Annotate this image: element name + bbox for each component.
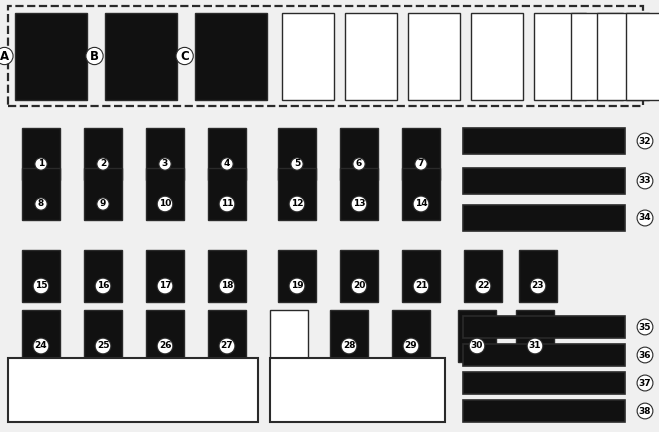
Bar bbox=[22, 310, 60, 362]
Text: 22: 22 bbox=[476, 282, 489, 290]
Text: 14: 14 bbox=[415, 200, 427, 209]
Text: 38: 38 bbox=[639, 407, 651, 416]
Bar bbox=[345, 13, 397, 100]
Text: 12: 12 bbox=[291, 200, 303, 209]
Bar bbox=[278, 168, 316, 220]
Bar bbox=[463, 205, 625, 231]
Bar bbox=[8, 6, 643, 106]
Text: 24: 24 bbox=[35, 342, 47, 350]
Text: B: B bbox=[90, 50, 99, 63]
Bar bbox=[571, 13, 623, 100]
Bar bbox=[278, 250, 316, 302]
Text: 25: 25 bbox=[97, 342, 109, 350]
Text: C: C bbox=[181, 50, 189, 63]
Bar bbox=[84, 128, 122, 180]
Bar bbox=[330, 310, 368, 362]
Bar bbox=[282, 13, 334, 100]
Text: 16: 16 bbox=[97, 282, 109, 290]
Bar bbox=[146, 250, 184, 302]
Bar bbox=[22, 128, 60, 180]
Bar bbox=[8, 358, 258, 422]
Bar bbox=[392, 310, 430, 362]
Text: 26: 26 bbox=[159, 342, 171, 350]
Text: 4: 4 bbox=[224, 159, 230, 168]
Bar bbox=[516, 310, 554, 362]
Bar bbox=[463, 344, 625, 366]
Bar bbox=[458, 310, 496, 362]
Text: 10: 10 bbox=[159, 200, 171, 209]
Text: 36: 36 bbox=[639, 350, 651, 359]
Bar bbox=[208, 250, 246, 302]
Bar bbox=[340, 250, 378, 302]
Text: 28: 28 bbox=[343, 342, 355, 350]
Bar bbox=[464, 250, 502, 302]
Bar bbox=[22, 168, 60, 220]
Bar bbox=[463, 168, 625, 194]
Text: 23: 23 bbox=[532, 282, 544, 290]
Bar bbox=[471, 13, 523, 100]
Bar bbox=[208, 310, 246, 362]
Bar bbox=[146, 310, 184, 362]
Text: 31: 31 bbox=[529, 342, 541, 350]
Bar bbox=[463, 128, 625, 154]
Bar bbox=[84, 250, 122, 302]
Bar bbox=[195, 13, 267, 100]
Bar bbox=[402, 168, 440, 220]
Bar bbox=[208, 128, 246, 180]
Text: A: A bbox=[0, 50, 9, 63]
Bar bbox=[463, 372, 625, 394]
Bar bbox=[519, 250, 557, 302]
Bar bbox=[402, 128, 440, 180]
Text: 37: 37 bbox=[639, 378, 651, 388]
Bar bbox=[270, 310, 308, 362]
Bar bbox=[626, 13, 659, 100]
Bar bbox=[22, 250, 60, 302]
Text: 15: 15 bbox=[35, 282, 47, 290]
Text: 13: 13 bbox=[353, 200, 365, 209]
Text: 21: 21 bbox=[415, 282, 427, 290]
Text: 19: 19 bbox=[291, 282, 303, 290]
Bar bbox=[105, 13, 177, 100]
Bar bbox=[463, 400, 625, 422]
Bar bbox=[208, 168, 246, 220]
Text: 3: 3 bbox=[162, 159, 168, 168]
Bar bbox=[15, 13, 87, 100]
Bar bbox=[408, 13, 460, 100]
Text: 29: 29 bbox=[405, 342, 417, 350]
Bar bbox=[402, 250, 440, 302]
Bar bbox=[340, 128, 378, 180]
Text: 8: 8 bbox=[38, 200, 44, 209]
Bar bbox=[270, 358, 445, 422]
Bar bbox=[597, 13, 649, 100]
Text: 33: 33 bbox=[639, 177, 651, 185]
Text: 7: 7 bbox=[418, 159, 424, 168]
Bar bbox=[534, 13, 586, 100]
Text: 30: 30 bbox=[471, 342, 483, 350]
Text: 17: 17 bbox=[159, 282, 171, 290]
Text: 6: 6 bbox=[356, 159, 362, 168]
Text: 11: 11 bbox=[221, 200, 233, 209]
Text: 5: 5 bbox=[294, 159, 300, 168]
Text: 1: 1 bbox=[38, 159, 44, 168]
Bar bbox=[84, 310, 122, 362]
Text: 27: 27 bbox=[221, 342, 233, 350]
Text: 35: 35 bbox=[639, 323, 651, 331]
Bar bbox=[146, 128, 184, 180]
Text: 20: 20 bbox=[353, 282, 365, 290]
Text: 9: 9 bbox=[100, 200, 106, 209]
Text: 32: 32 bbox=[639, 137, 651, 146]
Bar bbox=[84, 168, 122, 220]
Bar bbox=[146, 168, 184, 220]
Bar bbox=[340, 168, 378, 220]
Text: 34: 34 bbox=[639, 213, 651, 222]
Bar bbox=[278, 128, 316, 180]
Text: 18: 18 bbox=[221, 282, 233, 290]
Text: 2: 2 bbox=[100, 159, 106, 168]
Bar bbox=[463, 316, 625, 338]
